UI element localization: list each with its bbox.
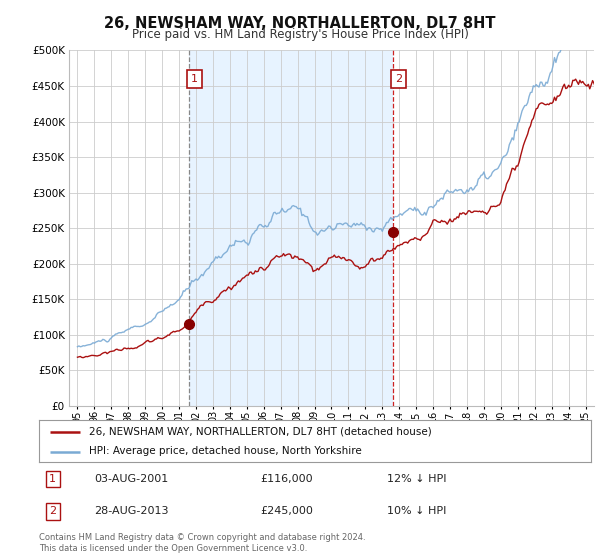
- Text: Contains HM Land Registry data © Crown copyright and database right 2024.
This d: Contains HM Land Registry data © Crown c…: [39, 533, 365, 553]
- Text: £116,000: £116,000: [260, 474, 313, 484]
- Text: Price paid vs. HM Land Registry's House Price Index (HPI): Price paid vs. HM Land Registry's House …: [131, 28, 469, 41]
- Text: 2: 2: [49, 506, 56, 516]
- Text: 10% ↓ HPI: 10% ↓ HPI: [387, 506, 446, 516]
- Text: 2: 2: [395, 74, 402, 84]
- Text: 03-AUG-2001: 03-AUG-2001: [94, 474, 169, 484]
- Text: 26, NEWSHAM WAY, NORTHALLERTON, DL7 8HT: 26, NEWSHAM WAY, NORTHALLERTON, DL7 8HT: [104, 16, 496, 31]
- Text: 1: 1: [191, 74, 198, 84]
- Text: 1: 1: [49, 474, 56, 484]
- Text: £245,000: £245,000: [260, 506, 313, 516]
- Text: 26, NEWSHAM WAY, NORTHALLERTON, DL7 8HT (detached house): 26, NEWSHAM WAY, NORTHALLERTON, DL7 8HT …: [89, 427, 431, 437]
- Text: 12% ↓ HPI: 12% ↓ HPI: [387, 474, 446, 484]
- Bar: [189, 50, 394, 406]
- Text: HPI: Average price, detached house, North Yorkshire: HPI: Average price, detached house, Nort…: [89, 446, 361, 456]
- Text: 28-AUG-2013: 28-AUG-2013: [94, 506, 169, 516]
